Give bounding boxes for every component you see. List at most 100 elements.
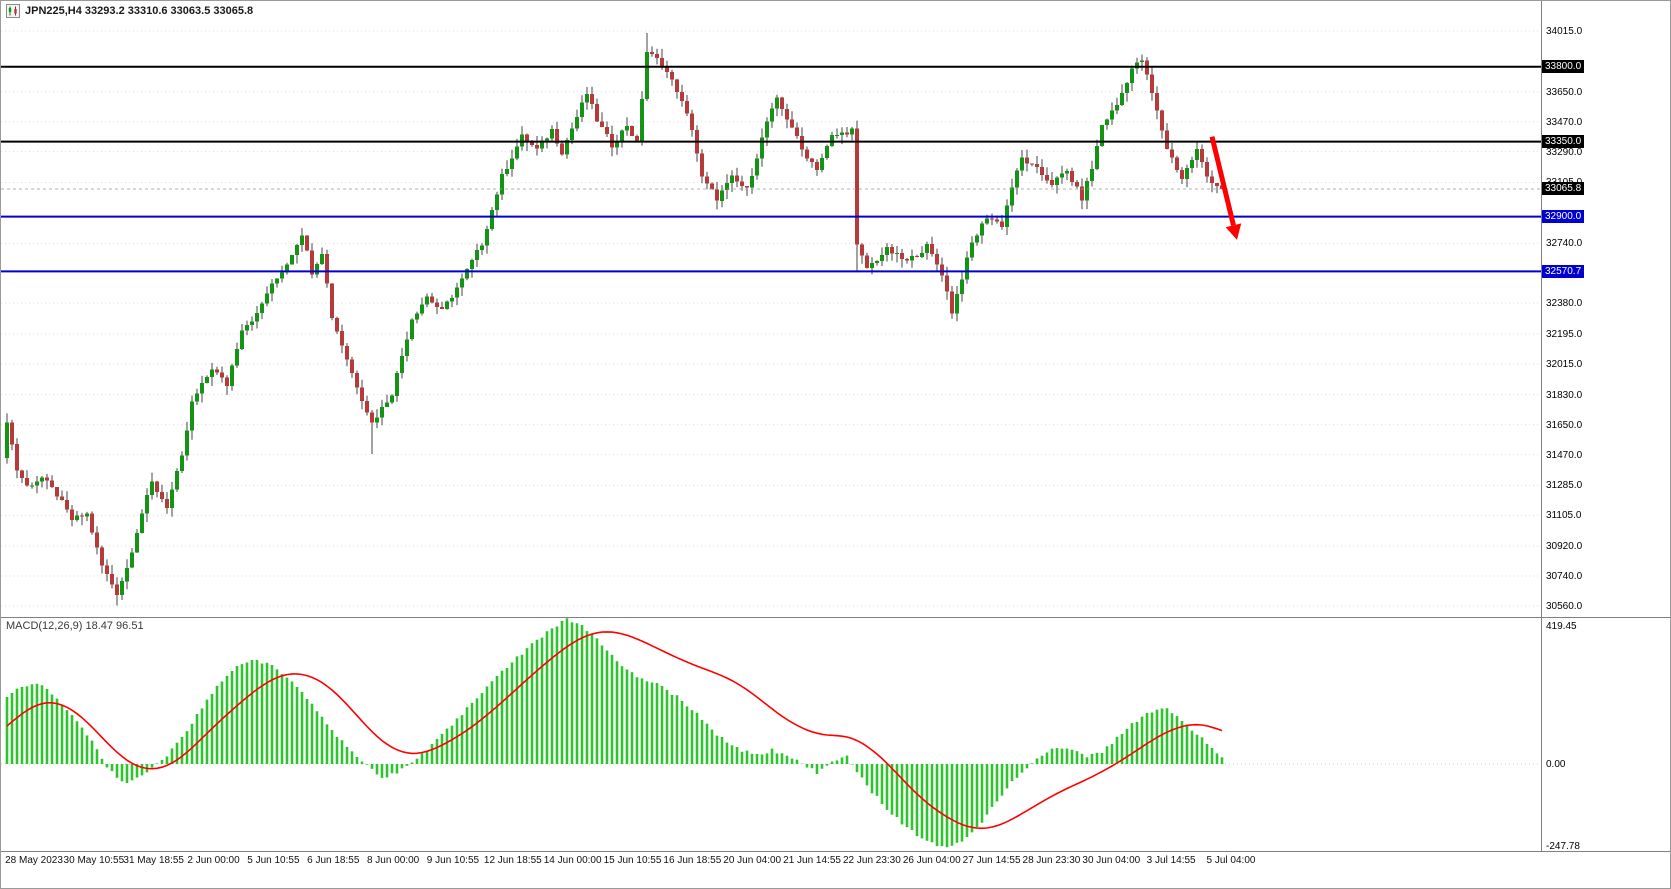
candle-body: [855, 128, 859, 245]
candle-body: [55, 487, 59, 497]
candle-body: [495, 194, 499, 210]
candle-body: [285, 264, 289, 273]
candle-body: [435, 302, 439, 307]
candle-body: [1080, 186, 1084, 201]
candle-body: [430, 296, 434, 303]
candle-body: [15, 444, 19, 471]
candle-body: [770, 108, 774, 122]
candle-body: [1015, 170, 1019, 188]
candle-body: [370, 412, 374, 423]
candle-body: [645, 52, 649, 99]
candle-body: [835, 135, 839, 136]
candle-body: [460, 278, 464, 288]
candle-body: [800, 135, 804, 150]
candle-body: [50, 480, 54, 487]
candle-body: [780, 97, 784, 109]
candle-body: [160, 491, 164, 499]
candle-body: [1085, 181, 1089, 201]
candle-body: [705, 176, 709, 184]
candle-body: [10, 422, 14, 445]
candle-body: [70, 509, 74, 520]
candle-body: [530, 142, 534, 146]
candle-body: [920, 252, 924, 257]
candle-body: [1030, 163, 1034, 165]
candle-body: [260, 303, 264, 313]
candle-body: [210, 369, 214, 377]
candle-body: [605, 126, 609, 134]
candle-body: [960, 279, 964, 294]
candle-body: [710, 183, 714, 190]
candle-body: [670, 71, 674, 80]
candle-body: [910, 255, 914, 261]
candle-body: [620, 130, 624, 142]
candle-body: [215, 369, 219, 373]
candle-body: [200, 382, 204, 394]
candle-body: [500, 174, 504, 195]
candle-body: [450, 297, 454, 302]
candle-body: [140, 513, 144, 534]
candle-body: [840, 132, 844, 135]
macd-indicator-label: MACD(12,26,9) 18.47 96.51: [6, 620, 144, 632]
candle-body: [455, 287, 459, 298]
candle-body: [725, 182, 729, 191]
candle-body: [900, 252, 904, 259]
candle-body: [565, 140, 569, 155]
candle-body: [60, 496, 64, 500]
candle-body: [1125, 83, 1129, 93]
candle-body: [110, 574, 114, 585]
candle-body: [1045, 174, 1049, 181]
candle-body: [790, 119, 794, 128]
candle-body: [85, 513, 89, 517]
candle-body: [850, 128, 854, 135]
candle-body: [700, 153, 704, 177]
candle-body: [1175, 157, 1179, 170]
candle-body: [120, 581, 124, 595]
candle-body: [630, 126, 634, 136]
candle-body: [175, 471, 179, 490]
candle-body: [295, 245, 299, 256]
candle-body: [1055, 177, 1059, 185]
candle-body: [825, 145, 829, 159]
candle-body: [145, 494, 149, 514]
candle-body: [100, 547, 104, 566]
candle-body: [290, 255, 294, 265]
candle-body: [185, 430, 189, 456]
candle-body: [65, 499, 69, 510]
candlestick-chart-icon: [6, 4, 20, 18]
candle-body: [1095, 145, 1099, 170]
candle-body: [170, 489, 174, 508]
candle-body: [270, 283, 274, 294]
candle-body: [860, 244, 864, 256]
candle-body: [35, 481, 39, 486]
candle-body: [345, 345, 349, 360]
candle-body: [915, 255, 919, 257]
candle-body: [560, 143, 564, 155]
candle-body: [750, 175, 754, 188]
candle-body: [515, 146, 519, 159]
chart-title-bar: JPN225,H4 33293.2 33310.6 33063.5 33065.…: [6, 4, 253, 18]
candle-body: [1215, 183, 1219, 186]
candle-body: [720, 190, 724, 201]
candle-body: [990, 218, 994, 220]
trend-arrow-shaft[interactable]: [1209, 136, 1236, 226]
candle-body: [225, 377, 229, 386]
candle-body: [75, 515, 79, 520]
candle-body: [330, 283, 334, 318]
candle-body: [1130, 68, 1134, 84]
candle-body: [155, 481, 159, 492]
candle-body: [275, 278, 279, 284]
candle-body: [955, 294, 959, 314]
candle-body: [375, 417, 379, 423]
trend-arrow-head[interactable]: [1225, 223, 1242, 240]
candle-body: [1035, 163, 1039, 168]
candle-body: [165, 498, 169, 508]
candle-body: [685, 101, 689, 114]
candle-body: [535, 145, 539, 149]
candle-body: [585, 94, 589, 103]
candle-body: [235, 349, 239, 366]
candle-body: [90, 513, 94, 533]
candle-body: [1070, 171, 1074, 183]
candle-body: [1210, 176, 1214, 184]
